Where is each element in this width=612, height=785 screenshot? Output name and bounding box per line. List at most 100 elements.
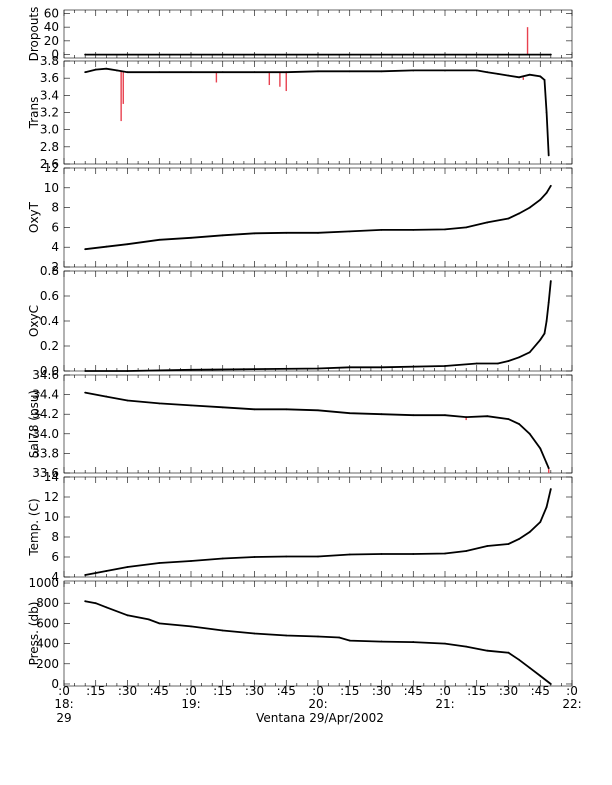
data-point: [444, 552, 446, 555]
panel-2: 2 4 6 8 10 12 OxyT: [27, 161, 573, 274]
data-point: [221, 557, 224, 560]
data-point: [158, 622, 161, 625]
data-point: [497, 362, 499, 365]
data-point: [543, 332, 546, 335]
data-point: [497, 72, 499, 75]
data-point: [528, 531, 531, 533]
panel-frame: [63, 270, 573, 372]
data-point: [545, 320, 548, 322]
panel-6: 0 200 400 600 800 1000 Press. (db): [27, 576, 573, 691]
y-tick-label: 0.0: [40, 364, 59, 378]
data-point: [190, 236, 192, 239]
y-tick-label: 34.0: [32, 427, 59, 441]
data-point: [518, 658, 520, 661]
data-point: [539, 338, 542, 341]
y-tick-label: 8: [51, 201, 59, 215]
y-tick-label: 3.6: [40, 71, 59, 85]
data-point: [545, 111, 548, 114]
data-point: [348, 70, 351, 73]
data-point: [84, 600, 87, 603]
data-point: [84, 248, 87, 251]
data-point: [528, 666, 531, 669]
data-point: [465, 416, 468, 419]
y-tick-label: 2: [51, 260, 59, 274]
data-point: [507, 53, 510, 56]
data-point: [348, 412, 351, 415]
data-point: [539, 447, 542, 450]
data-point: [253, 632, 256, 635]
data-point: [380, 640, 383, 643]
y-tick-label: 20: [44, 34, 59, 48]
data-point: [539, 521, 542, 523]
data-point: [380, 553, 383, 555]
data-point: [539, 675, 542, 677]
y-tick-label: 14: [44, 470, 59, 484]
y-tick-label: 1000: [28, 576, 59, 590]
y-tick-label: 2.6: [40, 157, 59, 171]
data-point: [528, 73, 531, 76]
y-tick-label: 4: [51, 240, 59, 254]
y-tick-label: 40: [44, 20, 59, 34]
y-tick-label: 6: [51, 550, 59, 564]
data-point: [253, 71, 256, 74]
data-point: [126, 53, 129, 56]
panel-frame: [63, 580, 573, 687]
data-point: [105, 67, 108, 70]
series-line: [85, 280, 552, 372]
series-line: [84, 67, 550, 156]
y-tick-label: 600: [36, 616, 59, 630]
data-point: [190, 368, 192, 371]
data-point: [158, 562, 161, 564]
data-point: [158, 402, 161, 405]
data-point: [84, 71, 87, 74]
data-point: [190, 404, 192, 407]
x-tick-label: :0: [185, 684, 197, 698]
x-tick-label: :0: [566, 684, 578, 698]
data-point: [190, 53, 192, 56]
x-tick-label: :15: [340, 684, 359, 698]
y-tick-label: 34.2: [32, 407, 59, 421]
data-point: [507, 360, 510, 362]
panel-frame: [63, 476, 573, 578]
x-tick-label: :0: [439, 684, 451, 698]
x-tick-label: :0: [58, 684, 70, 698]
data-point: [221, 234, 224, 237]
y-tick-label: 3.2: [40, 106, 59, 120]
data-point: [285, 634, 288, 637]
y-tick-label: 3.8: [40, 54, 59, 68]
data-point: [221, 71, 224, 74]
data-point: [126, 566, 129, 568]
y-tick-label: 34.6: [32, 368, 59, 382]
data-point: [465, 226, 468, 229]
x-tick-label: :45: [277, 684, 296, 698]
data-point: [444, 69, 446, 72]
x-tick-label: :15: [213, 684, 232, 698]
y-tick-label: 200: [36, 657, 59, 671]
y-tick-label: 400: [36, 637, 59, 651]
data-point: [444, 365, 446, 367]
y-tick-label: 3.0: [40, 123, 59, 137]
time-axis: :0:15:30:45:0:15:30:45:0:15:30:45:0:15:3…: [54, 684, 581, 725]
data-point: [380, 366, 383, 369]
data-point: [348, 639, 351, 642]
y-tick-label: 6: [51, 220, 59, 234]
data-point: [253, 53, 256, 56]
y-tick-label: 0.6: [40, 289, 59, 303]
panel-frame: [63, 60, 573, 165]
y-tick-label: 10: [44, 181, 59, 195]
data-point: [528, 432, 531, 435]
data-point: [253, 408, 256, 411]
data-point: [528, 206, 531, 209]
data-point: [105, 606, 108, 609]
data-point: [221, 406, 224, 409]
data-point: [518, 423, 520, 425]
data-point: [126, 370, 129, 372]
panel-3: 0.0 0.2 0.4 0.6 0.8 OxyC: [27, 264, 573, 378]
data-point: [253, 556, 256, 558]
panel-4: 33.6 33.8 34.0 34.2 34.4 34.6 Sal78 (psu): [27, 368, 573, 480]
data-point: [380, 53, 383, 56]
x-hour-label: 18:: [54, 697, 73, 711]
y-tick-label: 0: [51, 48, 59, 62]
data-point: [317, 53, 319, 56]
